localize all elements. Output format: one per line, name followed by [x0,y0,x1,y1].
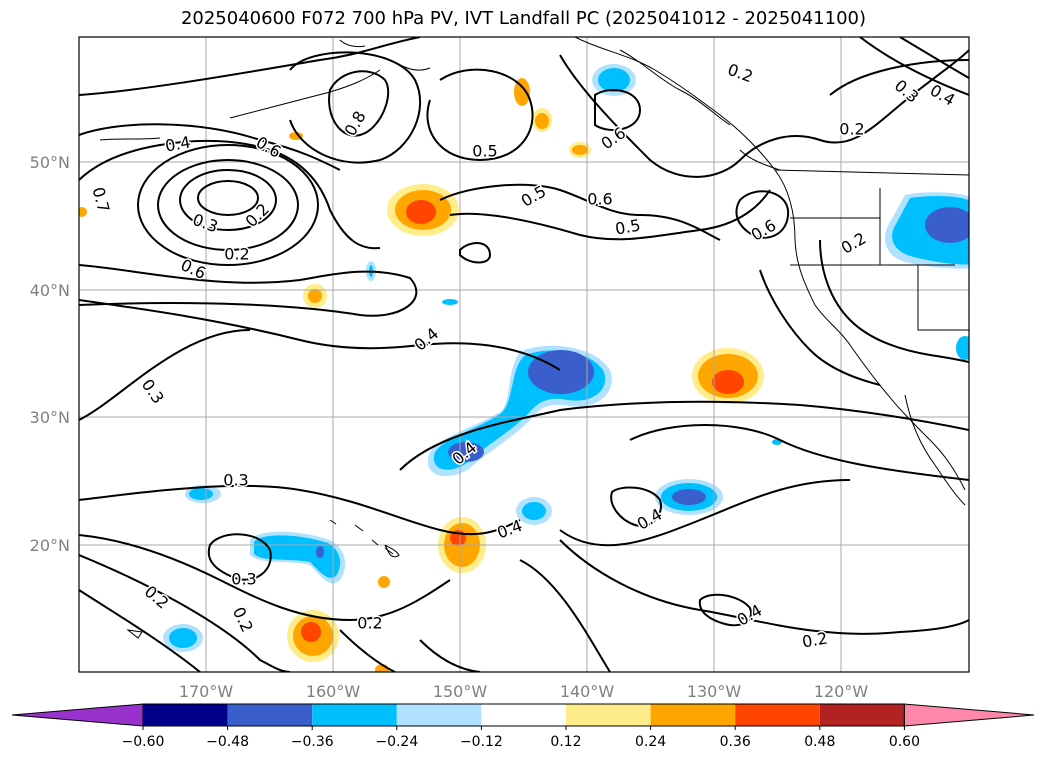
latitude-tick-labels: 50°N 40°N 30°N 20°N [30,153,70,555]
colorbar-tick-label: −0.48 [206,734,249,750]
contour-label: 0.3 [231,570,256,589]
negative-anomaly-blob [163,64,969,652]
colorbar-segment [566,704,651,726]
colorbar-tick-label: 0.60 [889,734,920,750]
longitude-tick-label: 170°W [179,682,234,701]
colorbar-tick-label: 0.24 [635,734,666,750]
colorbar-segment [819,704,905,726]
colorbar-segment [312,704,397,726]
colorbar-tick-label: 0.36 [720,734,751,750]
positive-anomaly-blob [387,184,459,236]
colorbar-tick-label: 0.12 [550,734,581,750]
coastlines [99,37,969,639]
longitude-tick-label: 140°W [560,682,615,701]
map-plot-area: 0.4 0.60.80.70.3 0.20.60.50.60.60.20.30.20… [79,37,969,672]
colorbar-tick-label: −0.60 [122,734,165,750]
positive-anomaly-blob [287,610,339,662]
colorbar-extend-min [11,703,144,727]
colorbar-tick-label: −0.24 [375,734,418,750]
ivt-shading [79,64,969,672]
negative-anomaly-blob [655,479,723,515]
longitude-tick-labels: 170°W 160°W 150°W 140°W 130°W 120°W [179,682,869,701]
latitude-tick-label: 30°N [30,408,70,427]
longitude-tick-label: 130°W [687,682,742,701]
latitude-tick-label: 50°N [30,153,70,172]
negative-anomaly-blob [427,345,612,477]
positive-anomaly-blob [692,348,764,404]
contour-label: 0.6 [587,190,612,209]
pv-contours [79,37,969,672]
colorbar-segment [143,704,228,726]
colorbar: −0.60 −0.48 −0.36 −0.24 −0.12 0.12 0.24 0.36 0.4… [11,703,1035,750]
colorbar-outline [142,703,905,727]
map-title: 2025040600 F072 700 hPa PV, IVT Landfall… [180,8,867,29]
colorbar-segment [481,704,566,726]
colorbar-tick-label: 0.48 [804,734,835,750]
colorbar-extend-max [903,703,1035,727]
colorbar-segment [650,704,736,726]
contour-label: 0.2 [839,120,864,139]
contour-label: 0.3 [223,471,248,490]
latitude-tick-label: 20°N [30,536,70,555]
colorbar-segment [735,704,820,726]
colorbar-segment [396,704,482,726]
longitude-tick-label: 150°W [433,682,488,701]
latitude-tick-label: 40°N [30,281,70,300]
longitude-tick-label: 120°W [814,682,869,701]
colorbar-tick-label: −0.36 [291,734,334,750]
contour-label: 0.2 [224,245,249,264]
colorbar-segment [227,704,313,726]
colorbar-tick-label: −0.12 [460,734,503,750]
contour-label: 0.5 [472,142,497,161]
map-frame [78,36,970,673]
longitude-tick-label: 160°W [306,682,361,701]
contour-label: 0.2 [357,614,382,633]
